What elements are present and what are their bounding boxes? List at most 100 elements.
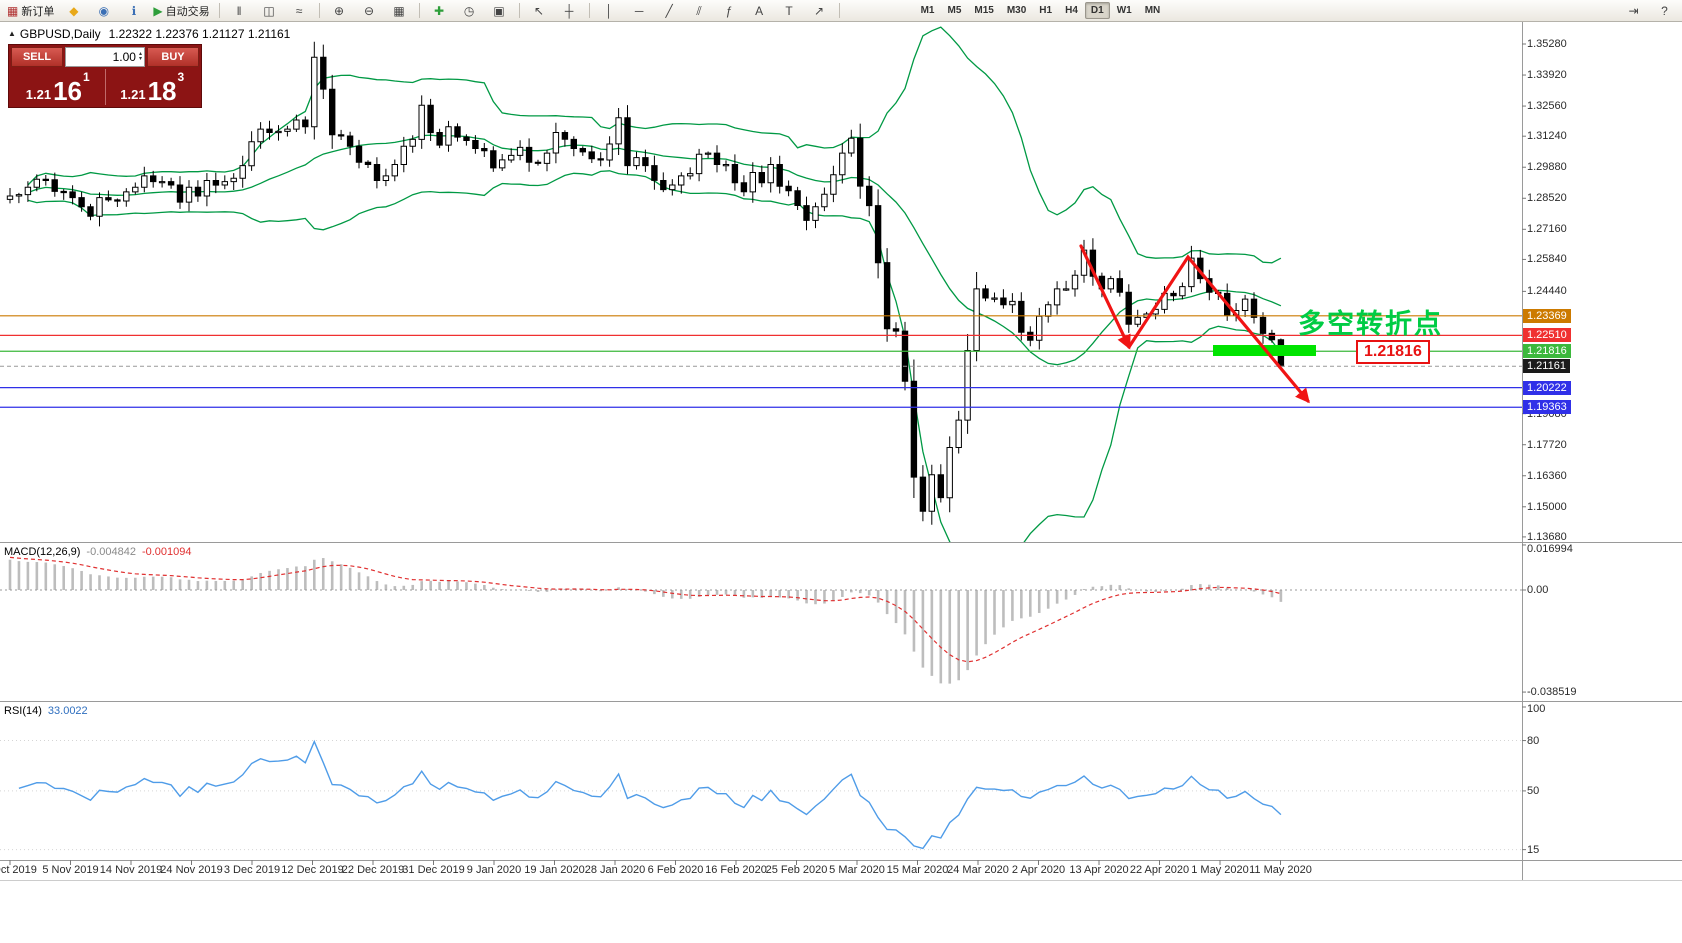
price-tag[interactable]: 1.23369 [1523,308,1571,323]
fibonacci-button[interactable]: ƒ [715,0,744,21]
timeframe-h4-button[interactable]: H4 [1065,5,1078,16]
cursor-button[interactable]: ↖ [525,0,554,21]
macd-indicator-label: MACD(12,26,9) -0.004842 -0.001094 [4,546,192,558]
text-icon: A [755,3,764,18]
sell-button[interactable]: SELL [11,47,63,67]
date-axis-label: 12 Dec 2019 [281,864,344,876]
date-axis-label: 13 Apr 2020 [1069,864,1129,876]
tile-windows-button[interactable]: ▦ [385,0,414,21]
date-axis-label: 3 Dec 2019 [223,864,281,876]
bid-price[interactable]: 1.21 16 1 [11,69,105,105]
zoom-in-button[interactable]: ⊕ [325,0,354,21]
channel-button[interactable]: ⫽ [685,0,714,21]
profiles-icon: ◉ [98,3,110,18]
spinner-up-icon[interactable]: ▴ [138,51,142,57]
buy-button[interactable]: BUY [147,47,199,67]
chart-canvas[interactable] [0,22,1682,943]
vertical-line-button[interactable]: │ [595,0,624,21]
timeframe-m30-button[interactable]: M30 [1006,5,1027,16]
timeframe-d1-button[interactable]: D1 [1084,2,1110,19]
bars-chart-button[interactable]: ‖ [225,0,254,21]
new-order-label: 新订单 [21,5,55,18]
metaeditor-button[interactable]: ◆ [59,0,88,21]
channel-icon: ⫽ [696,3,702,18]
horizontal-line-button[interactable]: ─ [625,0,654,21]
cursor-icon: ↖ [534,3,545,18]
price-divider [104,69,106,105]
date-axis-label: 28 Jan 2020 [584,864,646,876]
date-axis-label: 7 Oct 2019 [0,864,37,876]
price-axis-label: 1.17720 [1527,438,1567,451]
volume-input[interactable]: 1.00 ▴ ▾ [65,47,145,67]
timeframe-m15-button[interactable]: M15 [974,5,994,16]
new-order-button[interactable]: ▦ 新订单 [3,0,58,21]
rsi-axis-label: 50 [1527,784,1540,797]
toolbar-separator [418,3,420,18]
collapse-triangle-icon[interactable]: ▲ [8,29,16,38]
date-axis-label: 14 Nov 2019 [99,864,163,876]
price-axis-label: 1.16360 [1527,469,1567,482]
rsi-axis-label: 15 [1527,843,1540,856]
zoom-in-icon: ⊕ [334,3,345,18]
date-axis-label: 19 Jan 2020 [524,864,585,876]
chart-shift-button[interactable]: ⇥ [1628,3,1639,18]
timeframe-mn-button[interactable]: MN [1144,5,1161,16]
templates-button[interactable]: ▣ [485,0,514,21]
label-button[interactable]: T [775,0,804,21]
crosshair-icon: ┼ [564,3,574,18]
date-axis-label: 1 May 2020 [1191,864,1249,876]
periods-button[interactable]: ◷ [455,0,484,21]
trendline-button[interactable]: ╱ [655,0,684,21]
rsi-axis-label: 100 [1527,703,1546,715]
timeframe-h1-button[interactable]: H1 [1039,5,1053,16]
date-axis-label: 31 Dec 2019 [402,864,465,876]
date-axis-label: 16 Feb 2020 [705,864,767,876]
macd-name: MACD(12,26,9) [4,546,81,558]
price-tag[interactable]: 1.19363 [1523,400,1571,415]
date-axis-label: 15 Mar 2020 [886,864,949,876]
help-button[interactable]: ? [1661,3,1668,18]
date-axis-label: 25 Feb 2020 [765,864,828,876]
price-axis-label: 1.24440 [1527,285,1567,298]
ask-price[interactable]: 1.21 18 3 [106,69,200,105]
volume-value: 1.00 [112,50,136,64]
date-axis-label: 22 Dec 2019 [341,864,405,876]
rsi-name: RSI(14) [4,705,42,717]
price-tag[interactable]: 1.20222 [1523,380,1571,395]
price-axis-label: 1.27160 [1527,223,1567,236]
profiles-button[interactable]: ◉ [89,0,118,21]
timeframe-group: M1 M5 M15 M30 H1 H4 D1 W1 MN [915,2,1167,19]
volume-spinner[interactable]: ▴ ▾ [138,51,142,62]
price-tag[interactable]: 1.22510 [1523,328,1571,343]
crosshair-button[interactable]: ┼ [555,0,584,21]
zoom-out-button[interactable]: ⊖ [355,0,384,21]
price-axis-label: 1.31240 [1527,130,1567,143]
timeframe-m5-button[interactable]: M5 [947,5,962,16]
date-axis-label: 5 Nov 2019 [42,864,99,876]
arrows-button[interactable]: ↗ [805,0,834,21]
date-axis-label: 6 Feb 2020 [647,864,704,876]
rsi-indicator-label: RSI(14) 33.0022 [4,705,88,717]
info-button[interactable]: ℹ [119,0,148,21]
line-chart-button[interactable]: ≈ [285,0,314,21]
timeframe-w1-button[interactable]: W1 [1116,5,1132,16]
autotrading-button[interactable]: ▶ 自动交易 [149,0,213,21]
price-axis-label: 1.33920 [1527,69,1567,82]
toolbar-separator [838,3,840,18]
price-tag[interactable]: 1.21816 [1523,344,1571,359]
turning-point-annotation[interactable]: 多空转折点 [1298,309,1443,339]
timeframe-m1-button[interactable]: M1 [920,5,935,16]
templates-icon: ▣ [493,3,505,18]
ask-sup: 3 [177,70,185,84]
price-axis-label: 1.25840 [1527,253,1567,266]
candlestick-chart-button[interactable]: ◫ [255,0,284,21]
macd-axis-label: 0.016994 [1527,543,1573,555]
toolbar-right-group: ⇥? [1619,0,1679,21]
price-axis-label: 1.29880 [1527,161,1567,174]
date-axis-label: 11 May 2020 [1249,864,1312,876]
date-axis-label: 24 Nov 2019 [160,864,223,876]
indicators-button[interactable]: ✚ [425,0,454,21]
spinner-down-icon[interactable]: ▾ [138,56,142,62]
text-button[interactable]: A [745,0,774,21]
level-price-label[interactable]: 1.21816 [1356,340,1430,364]
